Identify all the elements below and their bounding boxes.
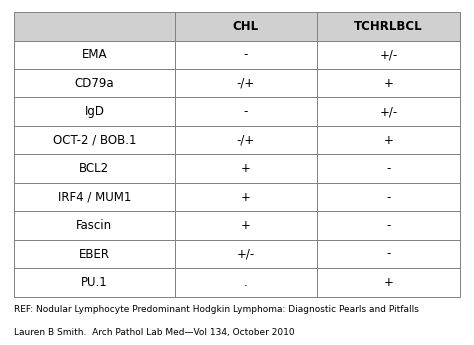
Bar: [174, 97, 317, 126]
Bar: [14, 240, 174, 268]
Bar: [317, 97, 460, 126]
Bar: [317, 41, 460, 69]
Bar: [174, 12, 317, 41]
Bar: [174, 211, 317, 240]
Bar: [14, 97, 174, 126]
Text: CD79a: CD79a: [74, 77, 114, 90]
Text: +: +: [241, 190, 251, 204]
Bar: [317, 126, 460, 155]
Text: REF: Nodular Lymphocyte Predominant Hodgkin Lymphoma: Diagnostic Pearls and Pitf: REF: Nodular Lymphocyte Predominant Hodg…: [14, 305, 419, 314]
Text: Fascin: Fascin: [76, 219, 112, 232]
Bar: [317, 12, 460, 41]
Text: +/-: +/-: [237, 247, 255, 260]
Bar: [317, 155, 460, 183]
Text: +: +: [383, 276, 393, 289]
Text: -/+: -/+: [237, 134, 255, 147]
Text: +: +: [241, 219, 251, 232]
Bar: [317, 268, 460, 297]
Text: CHL: CHL: [233, 20, 259, 33]
Text: +: +: [241, 162, 251, 175]
Text: -: -: [386, 247, 391, 260]
Text: .: .: [244, 276, 248, 289]
Bar: [14, 155, 174, 183]
Bar: [317, 183, 460, 211]
Text: OCT-2 / BOB.1: OCT-2 / BOB.1: [53, 134, 136, 147]
Bar: [14, 126, 174, 155]
Text: +: +: [383, 134, 393, 147]
Bar: [14, 69, 174, 97]
Text: -: -: [244, 105, 248, 118]
Bar: [317, 69, 460, 97]
Text: +/-: +/-: [379, 105, 398, 118]
Text: -/+: -/+: [237, 77, 255, 90]
Bar: [14, 268, 174, 297]
Bar: [317, 211, 460, 240]
Text: IgD: IgD: [84, 105, 104, 118]
Text: TCHRLBCL: TCHRLBCL: [354, 20, 423, 33]
Bar: [14, 41, 174, 69]
Text: -: -: [386, 190, 391, 204]
Text: EMA: EMA: [82, 48, 107, 61]
Bar: [174, 126, 317, 155]
Bar: [174, 240, 317, 268]
Text: EBER: EBER: [79, 247, 110, 260]
Bar: [174, 41, 317, 69]
Text: +/-: +/-: [379, 48, 398, 61]
Bar: [14, 12, 174, 41]
Bar: [174, 155, 317, 183]
Bar: [174, 69, 317, 97]
Text: -: -: [386, 162, 391, 175]
Text: PU.1: PU.1: [81, 276, 108, 289]
Text: BCL2: BCL2: [79, 162, 109, 175]
Bar: [174, 268, 317, 297]
Bar: [174, 183, 317, 211]
Text: IRF4 / MUM1: IRF4 / MUM1: [58, 190, 131, 204]
Text: -: -: [386, 219, 391, 232]
Text: Lauren B Smith.  Arch Pathol Lab Med—Vol 134, October 2010: Lauren B Smith. Arch Pathol Lab Med—Vol …: [14, 328, 295, 337]
Bar: [14, 211, 174, 240]
Text: +: +: [383, 77, 393, 90]
Bar: [317, 240, 460, 268]
Text: -: -: [244, 48, 248, 61]
Bar: [14, 183, 174, 211]
